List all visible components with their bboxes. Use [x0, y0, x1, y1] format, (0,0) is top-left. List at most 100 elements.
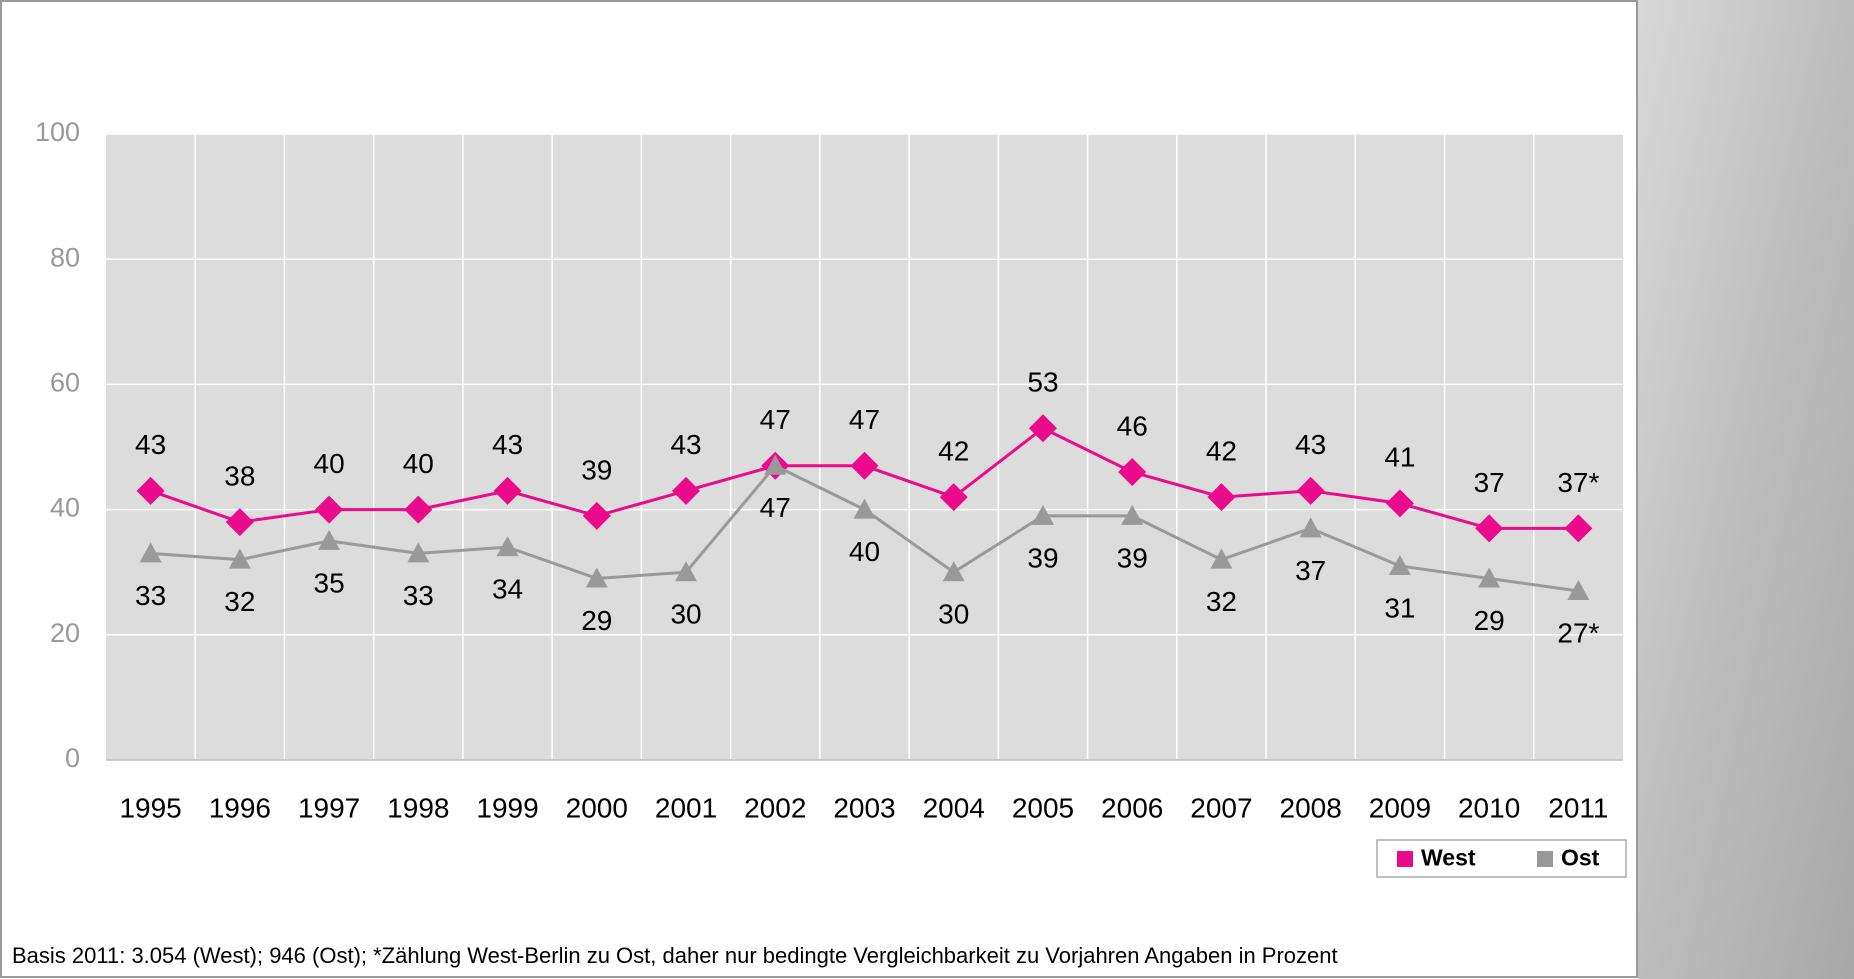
marker: [228, 548, 251, 569]
marker: [939, 483, 968, 512]
marker: [496, 536, 519, 557]
data-label: 31: [1384, 592, 1415, 623]
data-label: 29: [1474, 605, 1505, 636]
data-label: 42: [938, 435, 969, 466]
data-label: 34: [492, 574, 523, 605]
marker: [315, 495, 344, 524]
marker: [1028, 414, 1057, 443]
data-label: 42: [1206, 435, 1237, 466]
legend-swatch: [1397, 851, 1413, 867]
marker: [1031, 504, 1054, 525]
marker: [672, 476, 701, 505]
marker: [404, 495, 433, 524]
marker: [585, 567, 608, 588]
x-tick-label: 2007: [1190, 792, 1252, 823]
y-tick-label: 100: [35, 117, 80, 147]
x-tick-label: 2005: [1012, 792, 1074, 823]
marker: [139, 542, 162, 563]
data-label: 30: [938, 599, 969, 630]
marker: [1478, 567, 1501, 588]
marker: [1388, 554, 1411, 575]
data-label: 38: [224, 461, 255, 492]
x-tick-label: 2004: [923, 792, 985, 823]
marker: [407, 542, 430, 563]
marker: [1210, 548, 1233, 569]
y-tick-label: 80: [50, 242, 80, 272]
legend-label: West: [1421, 845, 1476, 871]
legend-box: [1376, 839, 1627, 878]
marker: [493, 476, 522, 505]
marker: [1475, 514, 1504, 543]
y-tick-label: 20: [50, 618, 80, 648]
marker: [1207, 483, 1236, 512]
x-tick-label: 2003: [833, 792, 895, 823]
marker: [942, 561, 965, 582]
x-tick-label: 1995: [119, 792, 181, 823]
legend-swatch: [1537, 851, 1553, 867]
x-tick-label: 2000: [566, 792, 628, 823]
marker: [1567, 579, 1590, 600]
data-label: 40: [314, 448, 345, 479]
marker: [1118, 458, 1147, 487]
data-label: 33: [403, 580, 434, 611]
footnote: Basis 2011: 3.054 (West); 946 (Ost); *Zä…: [12, 943, 1338, 968]
x-tick-label: 1999: [476, 792, 538, 823]
x-tick-label: 2002: [744, 792, 806, 823]
data-label: 33: [135, 580, 166, 611]
data-label: 47: [760, 404, 791, 435]
y-tick-label: 0: [65, 743, 80, 773]
marker: [1385, 489, 1414, 518]
marker: [136, 476, 165, 505]
marker: [853, 498, 876, 519]
legend-label: Ost: [1561, 845, 1600, 871]
data-label: 47: [760, 492, 791, 523]
data-label: 27*: [1557, 617, 1599, 648]
data-label: 37: [1474, 467, 1505, 498]
data-label: 43: [135, 429, 166, 460]
data-label: 37*: [1557, 467, 1599, 498]
data-label: 41: [1384, 442, 1415, 473]
marker: [1564, 514, 1593, 543]
x-tick-label: 1997: [298, 792, 360, 823]
photo-panel: [1638, 0, 1854, 979]
x-tick-label: 2001: [655, 792, 717, 823]
plot-area: [106, 134, 1623, 760]
y-tick-label: 60: [50, 368, 80, 398]
data-label: 43: [1295, 429, 1326, 460]
x-tick-label: 2009: [1369, 792, 1431, 823]
data-label: 39: [1117, 542, 1148, 573]
data-label: 30: [670, 599, 701, 630]
data-label: 43: [492, 429, 523, 460]
x-tick-label: 2010: [1458, 792, 1520, 823]
marker: [1299, 517, 1322, 538]
marker: [675, 561, 698, 582]
data-label: 39: [1027, 542, 1058, 573]
marker: [850, 451, 879, 480]
x-tick-label: 2006: [1101, 792, 1163, 823]
data-label: 53: [1027, 367, 1058, 398]
data-label: 40: [403, 448, 434, 479]
marker: [1296, 476, 1325, 505]
data-label: 43: [670, 429, 701, 460]
data-label: 39: [581, 454, 612, 485]
data-label: 47: [849, 404, 880, 435]
y-tick-label: 40: [50, 493, 80, 523]
data-label: 29: [581, 605, 612, 636]
marker: [1121, 504, 1144, 525]
x-tick-label: 1998: [387, 792, 449, 823]
data-label: 32: [224, 586, 255, 617]
marker: [764, 454, 787, 475]
marker: [318, 529, 341, 550]
marker: [225, 508, 254, 537]
data-label: 46: [1117, 410, 1148, 441]
x-tick-label: 2008: [1280, 792, 1342, 823]
x-tick-label: 2011: [1548, 792, 1608, 823]
x-tick-label: 1996: [209, 792, 271, 823]
data-label: 35: [314, 567, 345, 598]
data-label: 32: [1206, 586, 1237, 617]
data-label: 40: [849, 536, 880, 567]
frame: [0, 0, 1638, 978]
data-label: 37: [1295, 555, 1326, 586]
marker: [582, 501, 611, 530]
